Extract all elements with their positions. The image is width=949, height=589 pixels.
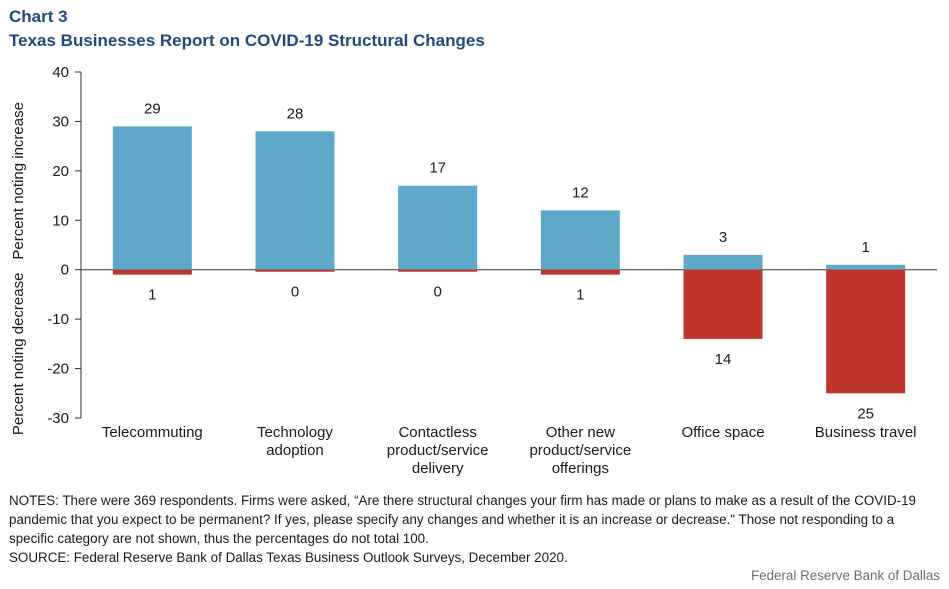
y-tick-label: 20: [52, 163, 69, 180]
bars: [112, 126, 906, 394]
bar-decrease: [112, 269, 192, 275]
data-label-decrease: 0: [291, 284, 299, 301]
data-label-decrease: 0: [433, 284, 441, 301]
source-text: SOURCE: Federal Reserve Bank of Dallas T…: [9, 550, 568, 565]
bar-increase: [112, 126, 192, 270]
data-label-increase: 3: [719, 229, 727, 246]
y-axis-title-increase: Percent noting increase: [10, 102, 27, 260]
y-tick-label: 40: [52, 64, 69, 81]
y-tick-label: 30: [52, 113, 69, 130]
data-label-decrease: 14: [715, 351, 732, 368]
data-label-increase: 29: [144, 100, 161, 117]
data-label-decrease: 1: [576, 287, 584, 304]
notes-text: NOTES: There were 369 respondents. Firms…: [9, 493, 916, 546]
data-label-increase: 17: [429, 160, 446, 177]
bar-decrease: [398, 269, 478, 272]
notes: NOTES: There were 369 respondents. Firms…: [9, 491, 941, 567]
bar-decrease: [683, 269, 763, 339]
category-label: Technology: [257, 424, 333, 441]
data-label-increase: 28: [287, 105, 304, 122]
data-label-decrease: 1: [148, 287, 156, 304]
y-tick-label: -30: [47, 410, 69, 427]
data-label-increase: 12: [572, 184, 589, 201]
category-label: Office space: [681, 424, 764, 441]
bar-increase: [398, 185, 478, 270]
category-label: product/service: [529, 442, 631, 459]
category-label: Telecommuting: [102, 424, 203, 441]
chart-title: Texas Businesses Report on COVID-19 Stru…: [9, 31, 485, 50]
category-label: delivery: [412, 460, 464, 477]
data-label-increase: 1: [861, 239, 869, 256]
category-label: Other new: [546, 424, 615, 441]
y-axis-title-decrease: Percent noting decrease: [10, 273, 27, 436]
category-label: offerings: [552, 460, 609, 477]
bar-decrease: [826, 269, 906, 394]
bar-decrease: [540, 269, 620, 275]
bar-increase: [826, 264, 906, 270]
bar-increase: [540, 210, 620, 270]
credit: Federal Reserve Bank of Dallas: [750, 568, 940, 583]
y-tick-label: -10: [47, 311, 69, 328]
category-label: Contactless: [398, 424, 476, 441]
bar-decrease: [255, 269, 335, 272]
category-label: Business travel: [815, 424, 917, 441]
data-label-decrease: 25: [857, 405, 874, 422]
bar-increase: [683, 254, 763, 270]
bar-increase: [255, 131, 335, 270]
category-label: adoption: [266, 442, 324, 459]
y-tick-label: -20: [47, 361, 69, 378]
y-tick-label: 0: [61, 262, 69, 279]
category-label: product/service: [387, 442, 489, 459]
y-tick-label: 10: [52, 212, 69, 229]
chart-label: Chart 3: [9, 7, 68, 26]
